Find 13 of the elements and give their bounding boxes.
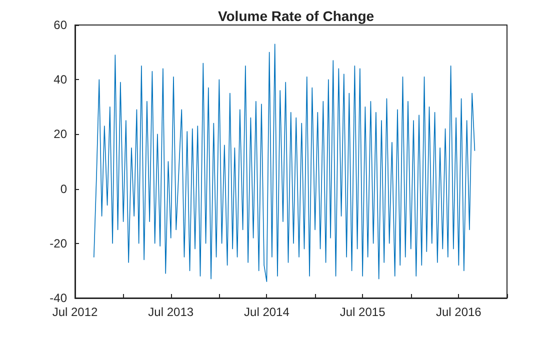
y-tick-label: -20 [50, 236, 68, 250]
y-tick-label: -40 [50, 291, 68, 305]
y-tick-label: 40 [54, 72, 68, 87]
y-tick-label: 20 [54, 127, 68, 142]
line-series [94, 44, 476, 282]
x-tick-label: Jul 2013 [148, 305, 194, 319]
chart-title: Volume Rate of Change [218, 8, 374, 24]
x-tick-label: Jul 2014 [244, 305, 290, 319]
x-tick-label: Jul 2012 [52, 305, 98, 319]
y-tick-label: 0 [60, 182, 68, 196]
y-tick-label: 60 [54, 18, 68, 32]
x-tick-label: Jul 2015 [340, 305, 386, 319]
x-tick-label: Jul 2016 [436, 305, 482, 319]
